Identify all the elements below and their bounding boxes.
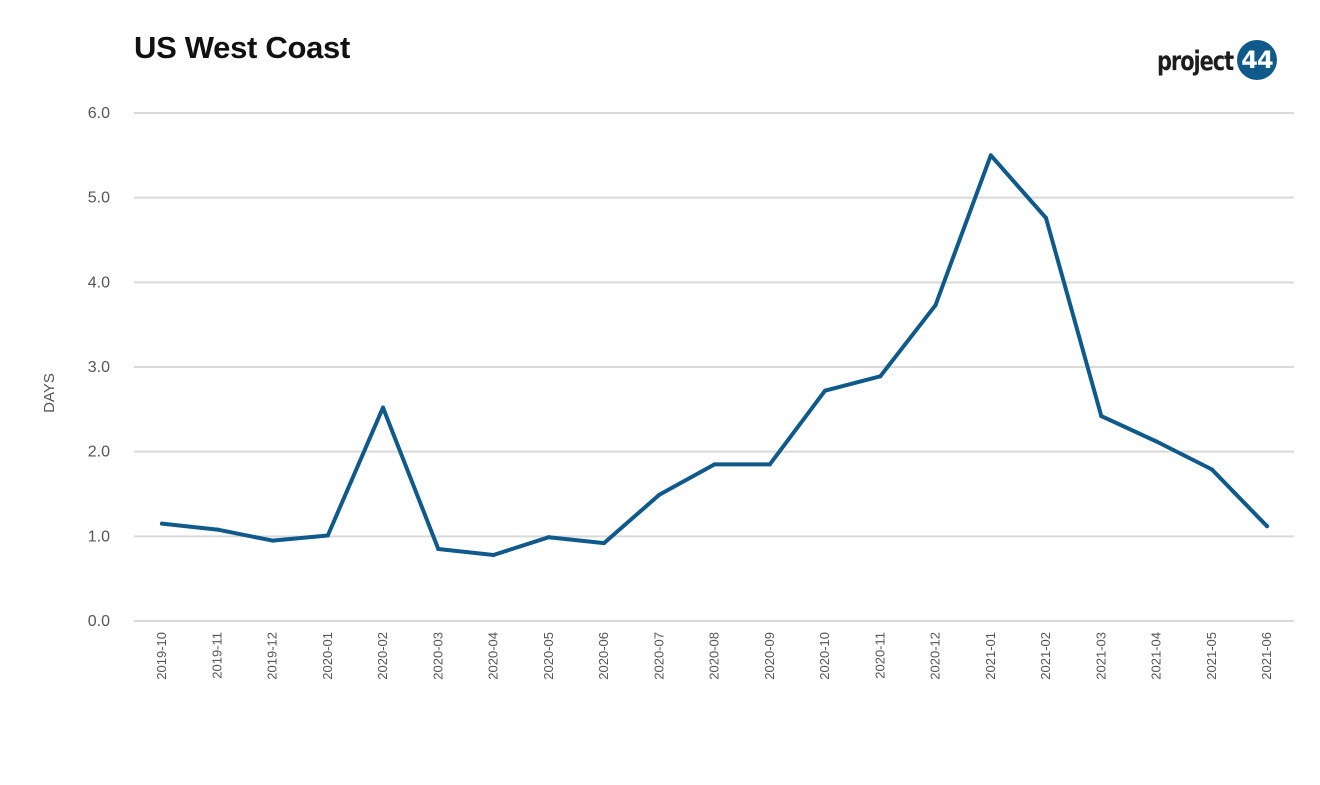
data-point xyxy=(546,535,551,540)
y-tick-label: 4.0 xyxy=(88,274,110,291)
data-point xyxy=(436,547,441,552)
x-tick-label: 2020-01 xyxy=(320,632,335,680)
data-point xyxy=(988,153,993,158)
data-point xyxy=(215,527,220,532)
logo-wordmark: project xyxy=(1157,45,1234,77)
data-point xyxy=(325,533,330,538)
y-tick-label: 3.0 xyxy=(88,359,110,376)
x-tick-label: 2020-10 xyxy=(817,632,832,680)
x-tick-label: 2019-11 xyxy=(209,632,224,679)
x-tick-label: 2020-08 xyxy=(707,632,722,680)
x-tick-label: 2021-03 xyxy=(1093,632,1108,680)
project44-logo: project 44 xyxy=(1157,40,1277,82)
data-point xyxy=(1209,467,1214,472)
data-point xyxy=(1154,439,1159,444)
data-point xyxy=(491,552,496,557)
data-point xyxy=(712,462,717,467)
y-tick-labels: 0.0 1.0 2.0 3.0 4.0 5.0 6.0 xyxy=(88,105,110,630)
y-tick-label: 0.0 xyxy=(88,613,110,630)
data-point xyxy=(657,492,662,497)
x-tick-labels: 2019-10 2019-11 2019-12 2020-01 2020-02 2020-… xyxy=(154,632,1274,680)
data-point xyxy=(602,541,606,546)
series-group xyxy=(160,153,1269,557)
x-tick-label: 2020-12 xyxy=(928,632,943,680)
data-point xyxy=(823,388,827,393)
x-tick-label: 2021-05 xyxy=(1204,632,1219,680)
x-tick-label: 2020-02 xyxy=(375,632,390,680)
series-line-0 xyxy=(160,153,1269,557)
x-tick-label: 2021-04 xyxy=(1149,632,1164,680)
y-tick-label: 2.0 xyxy=(88,444,110,461)
y-tick-label: 5.0 xyxy=(88,190,110,207)
data-point xyxy=(381,405,385,410)
data-point xyxy=(1265,524,1269,529)
x-tick-label: 2020-09 xyxy=(762,632,777,680)
x-tick-label: 2020-11 xyxy=(872,632,887,679)
data-point xyxy=(270,538,275,543)
data-point xyxy=(1044,215,1048,220)
data-point xyxy=(1099,414,1104,419)
data-point xyxy=(160,521,164,526)
x-tick-label: 2020-03 xyxy=(430,632,445,680)
x-tick-label: 2020-04 xyxy=(486,632,501,680)
x-tick-label: 2021-02 xyxy=(1038,632,1053,680)
x-tick-label: 2019-12 xyxy=(265,632,280,680)
gridlines xyxy=(134,112,1294,622)
x-tick-label: 2021-06 xyxy=(1259,632,1274,680)
x-tick-label: 2019-10 xyxy=(154,632,169,680)
y-axis-label: DAYS xyxy=(41,373,58,413)
logo-badge: 44 xyxy=(1237,40,1277,80)
x-tick-label: 2020-05 xyxy=(541,632,556,680)
data-point xyxy=(767,462,772,467)
y-tick-label: 6.0 xyxy=(88,105,110,122)
y-tick-label: 1.0 xyxy=(88,528,110,545)
chart-title: US West Coast xyxy=(134,30,351,65)
x-tick-label: 2020-06 xyxy=(596,632,611,680)
x-tick-label: 2021-01 xyxy=(983,632,998,680)
x-tick-label: 2020-07 xyxy=(651,632,666,680)
data-point xyxy=(878,374,883,379)
data-point xyxy=(933,303,938,308)
